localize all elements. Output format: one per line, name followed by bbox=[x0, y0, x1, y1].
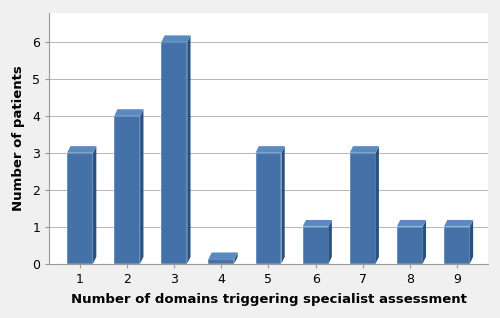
Polygon shape bbox=[162, 35, 190, 42]
Polygon shape bbox=[470, 220, 473, 264]
Polygon shape bbox=[282, 146, 284, 264]
Bar bbox=[256, 153, 281, 264]
Polygon shape bbox=[397, 220, 426, 227]
Bar bbox=[350, 153, 376, 264]
Polygon shape bbox=[444, 220, 473, 227]
Bar bbox=[302, 227, 328, 264]
Bar bbox=[444, 227, 470, 264]
Polygon shape bbox=[256, 146, 284, 153]
Polygon shape bbox=[234, 252, 238, 264]
Polygon shape bbox=[140, 109, 143, 264]
Polygon shape bbox=[302, 220, 332, 227]
Bar bbox=[114, 116, 140, 264]
Polygon shape bbox=[350, 146, 379, 153]
Polygon shape bbox=[376, 146, 379, 264]
Y-axis label: Number of patients: Number of patients bbox=[12, 65, 26, 211]
X-axis label: Number of domains triggering specialist assessment: Number of domains triggering specialist … bbox=[70, 293, 466, 306]
Polygon shape bbox=[422, 220, 426, 264]
Polygon shape bbox=[67, 146, 96, 153]
Bar bbox=[162, 42, 187, 264]
Polygon shape bbox=[93, 146, 96, 264]
Polygon shape bbox=[208, 252, 238, 259]
Polygon shape bbox=[187, 35, 190, 264]
Bar bbox=[208, 259, 234, 264]
Polygon shape bbox=[328, 220, 332, 264]
Bar bbox=[397, 227, 422, 264]
Bar bbox=[67, 153, 93, 264]
Polygon shape bbox=[114, 109, 144, 116]
